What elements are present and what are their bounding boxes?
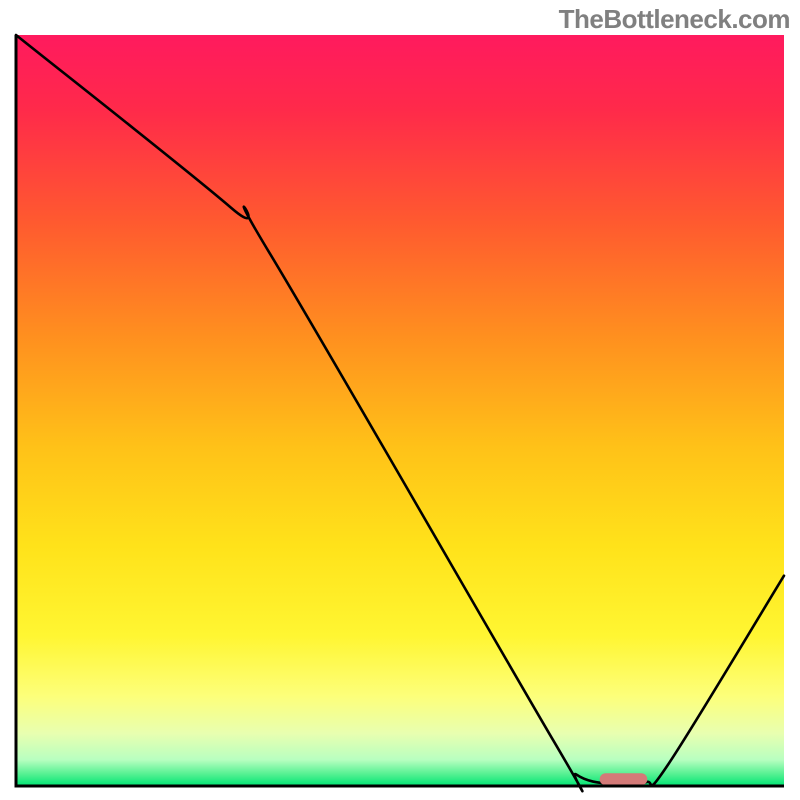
plot-background bbox=[16, 35, 784, 786]
watermark-text: TheBottleneck.com bbox=[559, 4, 790, 35]
chart-svg bbox=[0, 0, 800, 800]
optimal-marker bbox=[600, 773, 648, 785]
chart-container: TheBottleneck.com bbox=[0, 0, 800, 800]
